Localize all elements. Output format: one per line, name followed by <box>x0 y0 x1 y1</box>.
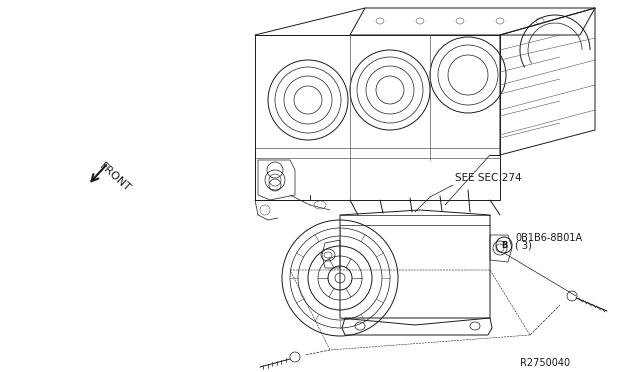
Text: R2750040: R2750040 <box>520 358 570 368</box>
Text: B: B <box>501 241 507 250</box>
Text: SEE SEC.274: SEE SEC.274 <box>455 173 522 183</box>
Text: ( 3): ( 3) <box>515 241 532 251</box>
Text: 0B1B6-8B01A: 0B1B6-8B01A <box>515 233 582 243</box>
Text: FRONT: FRONT <box>98 161 133 193</box>
